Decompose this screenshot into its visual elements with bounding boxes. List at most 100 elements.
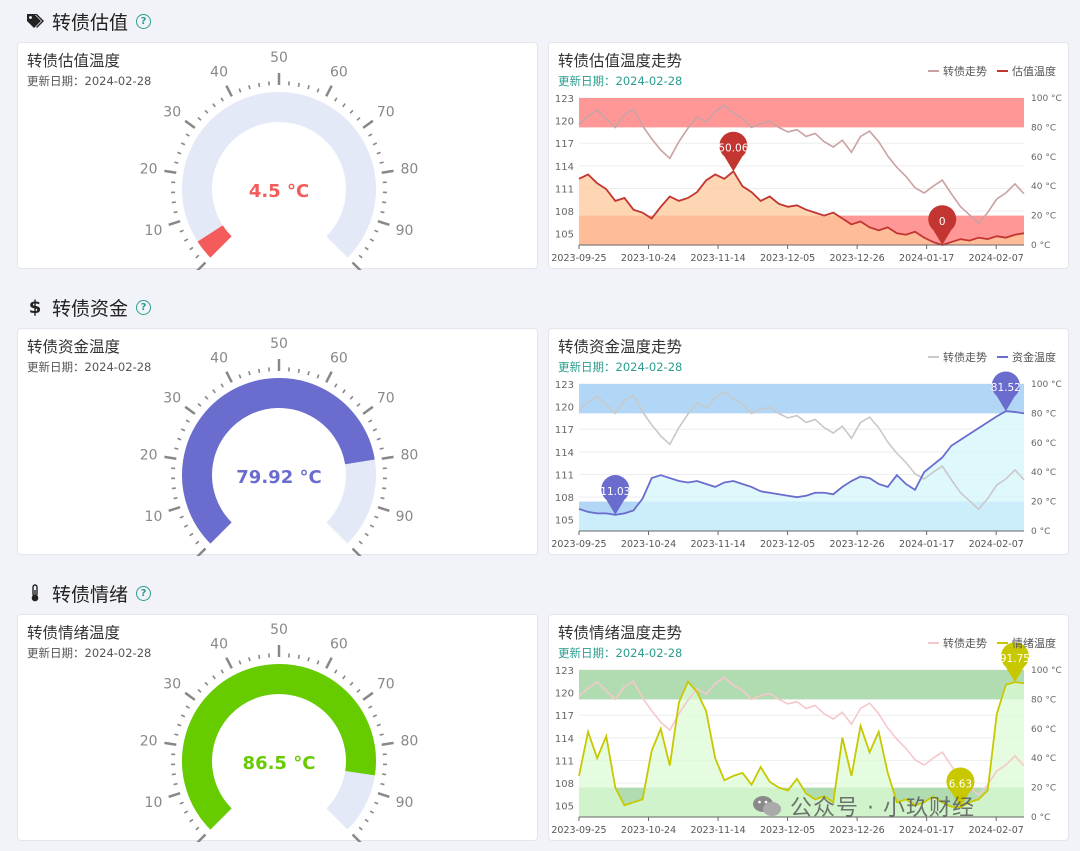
gauge-major-tick [377,791,390,799]
max-marker[interactable]: 81.52 [991,371,1021,412]
gauge-tick-label: 90 [396,795,414,811]
gauge-minor-tick [364,246,369,251]
trend-card-valuation: 105 108 111 114 117 120 123 0 °C 20 °C 40 °C 60 °C… [548,42,1069,269]
gauge-minor-tick [356,116,361,121]
gauge-minor-tick [364,532,369,537]
gauge-minor-tick [372,714,378,718]
max-marker[interactable]: 91.75 [1000,642,1030,683]
y-right-tick-label: 100 °C [1031,94,1062,104]
gauge-major-tick [381,455,394,460]
y-right-tick-label: 20 °C [1031,498,1056,508]
gauge-tick-label: 60 [330,64,348,80]
x-tick-label: 2023-12-05 [760,539,815,550]
max-marker[interactable]: 50.06 [718,131,749,172]
help-icon[interactable]: ? [136,299,152,315]
legend: 转债走势 资金温度 [918,349,1056,365]
gauge-major-tick [196,547,207,556]
gauge-minor-tick [204,681,209,686]
legend-item-temperature[interactable]: 情绪温度 [997,635,1056,651]
tag-icon [26,12,44,30]
gauge-minor-tick [356,688,361,693]
gauge-major-tick [184,405,196,415]
gauge-track [182,92,376,258]
gauge-tick-label: 20 [140,447,158,463]
gauge-minor-tick [380,496,385,500]
y-left-tick-label: 117 [555,425,574,436]
gauge-minor-tick [173,210,178,214]
y-left-tick-label: 120 [555,117,574,128]
svg-text:11.03: 11.03 [600,486,630,498]
gauge-tick-label: 10 [145,223,163,239]
gauge-chart: 010203040506070809010079.92 °C [140,336,418,556]
gauge-major-tick [325,371,333,383]
y-right-tick-label: 0 °C [1031,241,1050,251]
gauge-tick-label: 30 [163,104,181,120]
temperature-area [579,411,1024,531]
legend: 转债走势 情绪温度 [918,635,1056,651]
gauge-tick-label: 50 [270,622,288,638]
section-header-funds: $ 转债资金 ? [26,294,152,320]
gauge-value-label: 4.5 °C [249,181,309,202]
gauge-minor-tick [369,810,375,814]
y-right-tick-label: 100 °C [1031,666,1062,676]
gauge-minor-tick [342,103,346,108]
gauge-value-label: 86.5 °C [243,753,316,774]
help-icon[interactable]: ? [136,13,152,29]
gauge-chart: 01020304050607080901004.5 °C [140,50,418,270]
gauge-minor-tick [380,782,385,786]
wechat-icon [752,794,782,818]
gauge-minor-tick [173,496,178,500]
gauge-minor-tick [369,238,375,242]
gauge-minor-tick [177,723,182,727]
legend-item-temperature[interactable]: 估值温度 [997,63,1056,79]
temperature-area [579,681,1024,817]
x-tick-label: 2023-09-25 [551,253,606,264]
y-right-tick-label: 0 °C [1031,527,1050,537]
svg-text:91.75: 91.75 [1000,653,1030,665]
trend-card-funds: 105 108 111 114 117 120 123 0 °C 20 °C 40 °C 60 °C… [548,328,1069,555]
gauge-minor-tick [180,142,186,146]
gauge-value-label: 79.92 °C [236,467,321,488]
legend-item-price[interactable]: 转债走势 [928,349,987,365]
help-icon[interactable]: ? [136,585,152,601]
watermark: 公众号 · 小玖财经 [752,790,975,822]
legend-item-price[interactable]: 转债走势 [928,63,987,79]
gauge-minor-tick [342,389,346,394]
gauge-value-bar [182,378,375,544]
gauge-minor-tick [374,229,379,233]
x-tick-label: 2024-01-17 [899,253,954,264]
gauge-minor-tick [177,151,182,155]
gauge-minor-tick [372,142,378,146]
gauge-minor-tick [349,109,354,114]
gauge-minor-tick [174,447,179,450]
gauge-minor-tick [204,109,209,114]
card-title: 转债资金温度走势 [558,338,683,356]
gauge-minor-tick [212,103,216,108]
temperature-line [578,410,1025,516]
legend-item-price[interactable]: 转债走势 [928,635,987,651]
x-tick-label: 2024-01-17 [899,539,954,550]
gauge-minor-tick [307,657,310,662]
x-tick-label: 2023-09-25 [551,825,606,836]
y-right-tick-label: 40 °C [1031,754,1056,764]
gauge-minor-tick [364,818,369,823]
section-header-sentiment: 转债情绪 ? [26,580,152,606]
gauge-minor-tick [356,402,361,407]
gauge-tick-label: 50 [270,336,288,352]
gauge-minor-tick [376,437,381,441]
card-title: 转债资金温度 [27,338,121,356]
min-marker[interactable]: 11.03 [600,475,630,515]
gauge-minor-tick [197,688,202,693]
gauge-minor-tick [376,723,381,727]
gauge-tick-label: 30 [163,390,181,406]
gauge-minor-tick [220,383,224,388]
dollar-icon: $ [28,296,42,318]
min-marker[interactable]: 0 [928,205,957,245]
x-tick-label: 2023-12-26 [830,539,885,550]
gauge-minor-tick [212,389,216,394]
x-tick-label: 2024-02-07 [969,825,1024,836]
gauge-major-tick [164,169,177,174]
gauge-minor-tick [171,487,176,490]
legend-item-temperature[interactable]: 资金温度 [997,349,1056,365]
min-marker[interactable]: 6.63 [946,767,975,808]
